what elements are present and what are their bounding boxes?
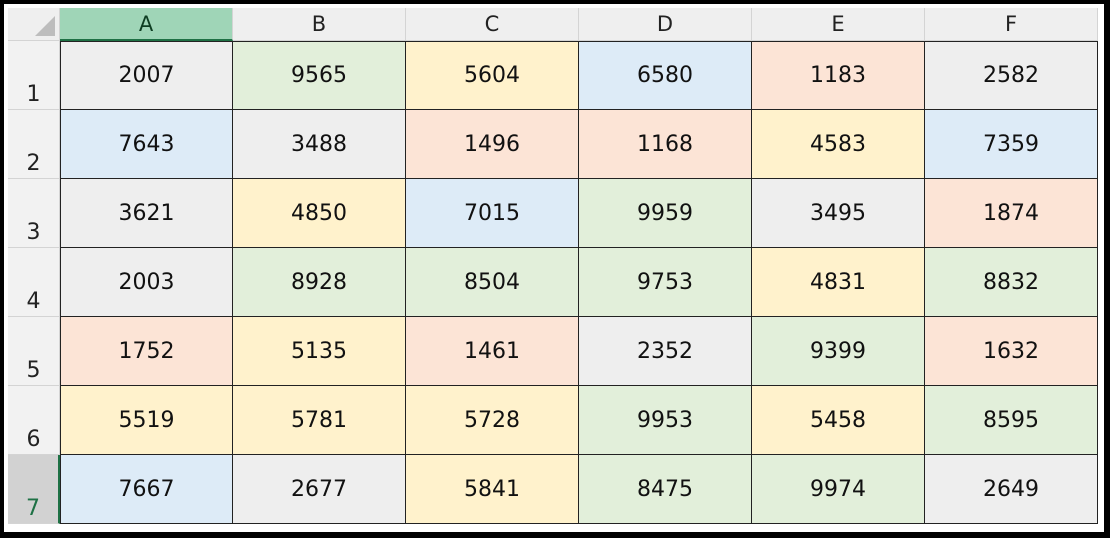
cell-d2[interactable]: 1168 — [579, 110, 752, 179]
cell-c7[interactable]: 5841 — [406, 455, 579, 524]
cell-b3[interactable]: 4850 — [233, 179, 406, 248]
row-header-7[interactable]: 7 — [8, 455, 60, 524]
cell-f3[interactable]: 1874 — [925, 179, 1098, 248]
cell-e5[interactable]: 9399 — [752, 317, 925, 386]
cell-c2[interactable]: 1496 — [406, 110, 579, 179]
select-all-triangle-icon — [35, 16, 55, 36]
cell-c1[interactable]: 5604 — [406, 41, 579, 110]
cell-f7[interactable]: 2649 — [925, 455, 1098, 524]
row-header-4[interactable]: 4 — [8, 248, 60, 317]
cell-f4[interactable]: 8832 — [925, 248, 1098, 317]
cell-f5[interactable]: 1632 — [925, 317, 1098, 386]
cell-d5[interactable]: 2352 — [579, 317, 752, 386]
cell-c4[interactable]: 8504 — [406, 248, 579, 317]
cell-d7[interactable]: 8475 — [579, 455, 752, 524]
cell-c3[interactable]: 7015 — [406, 179, 579, 248]
cell-a1[interactable]: 2007 — [60, 41, 233, 110]
cell-f2[interactable]: 7359 — [925, 110, 1098, 179]
cell-a2[interactable]: 7643 — [60, 110, 233, 179]
cell-b2[interactable]: 3488 — [233, 110, 406, 179]
cell-e2[interactable]: 4583 — [752, 110, 925, 179]
cell-f1[interactable]: 2582 — [925, 41, 1098, 110]
cell-a4[interactable]: 2003 — [60, 248, 233, 317]
cell-d6[interactable]: 9953 — [579, 386, 752, 455]
row-header-2[interactable]: 2 — [8, 110, 60, 179]
column-header-c[interactable]: C — [406, 8, 579, 41]
column-header-a[interactable]: A — [60, 8, 233, 41]
cell-d3[interactable]: 9959 — [579, 179, 752, 248]
cell-a3[interactable]: 3621 — [60, 179, 233, 248]
cell-b5[interactable]: 5135 — [233, 317, 406, 386]
column-header-b[interactable]: B — [233, 8, 406, 41]
cell-b4[interactable]: 8928 — [233, 248, 406, 317]
cell-d4[interactable]: 9753 — [579, 248, 752, 317]
cell-c5[interactable]: 1461 — [406, 317, 579, 386]
cell-e4[interactable]: 4831 — [752, 248, 925, 317]
cell-d1[interactable]: 6580 — [579, 41, 752, 110]
row-header-1[interactable]: 1 — [8, 41, 60, 110]
cell-f6[interactable]: 8595 — [925, 386, 1098, 455]
row-header-6[interactable]: 6 — [8, 386, 60, 455]
cell-c6[interactable]: 5728 — [406, 386, 579, 455]
spreadsheet: A B C D E F 1 2007 9565 5604 6580 1183 2582 2 7643 3488… — [4, 4, 1104, 532]
cell-e3[interactable]: 3495 — [752, 179, 925, 248]
cell-b7[interactable]: 2677 — [233, 455, 406, 524]
column-header-f[interactable]: F — [925, 8, 1098, 41]
cell-e6[interactable]: 5458 — [752, 386, 925, 455]
select-all-button[interactable] — [8, 8, 60, 41]
cell-a7[interactable]: 7667 — [60, 455, 233, 524]
row-header-5[interactable]: 5 — [8, 317, 60, 386]
row-header-3[interactable]: 3 — [8, 179, 60, 248]
column-header-e[interactable]: E — [752, 8, 925, 41]
cell-a6[interactable]: 5519 — [60, 386, 233, 455]
cell-a5[interactable]: 1752 — [60, 317, 233, 386]
cell-b6[interactable]: 5781 — [233, 386, 406, 455]
cell-e1[interactable]: 1183 — [752, 41, 925, 110]
cell-b1[interactable]: 9565 — [233, 41, 406, 110]
column-header-d[interactable]: D — [579, 8, 752, 41]
cell-grid: A B C D E F 1 2007 9565 5604 6580 1183 2582 2 7643 3488… — [8, 8, 1098, 524]
cell-e7[interactable]: 9974 — [752, 455, 925, 524]
